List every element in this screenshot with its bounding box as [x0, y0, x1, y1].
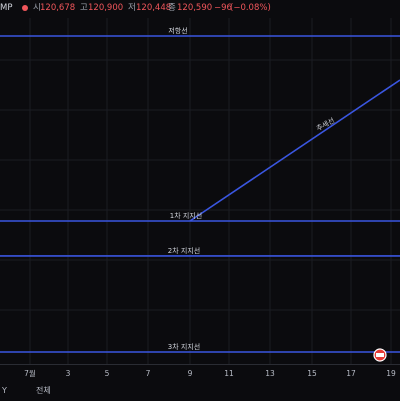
- close-label: 종: [168, 3, 176, 13]
- symbol-label[interactable]: MP: [0, 3, 13, 13]
- x-tick-label: 7: [146, 369, 151, 378]
- open-label: 시: [33, 3, 41, 13]
- x-tick-label: 17: [346, 369, 356, 378]
- x-axis: [0, 364, 400, 401]
- level-lines: [0, 35, 400, 353]
- chart-grid: [0, 18, 400, 364]
- status-dot-icon: [22, 5, 28, 11]
- level-label-support3: 3차 지지선: [168, 342, 200, 351]
- change-percent: (−0.08%): [230, 3, 271, 13]
- bottom-toolbar: Y 전체: [0, 382, 400, 400]
- x-tick-label: 9: [188, 369, 193, 378]
- x-axis-ticks: 7월 3 5 7 9 11 13 15 17 19: [24, 368, 396, 378]
- open-value: 120,678: [40, 3, 76, 13]
- range-button[interactable]: Y: [2, 386, 7, 395]
- x-tick-label: 13: [265, 369, 275, 378]
- low-label: 저: [128, 3, 136, 13]
- range-all-button[interactable]: 전체: [36, 386, 51, 395]
- change-value: −96: [214, 3, 232, 13]
- level-label-support2: 2차 지지선: [168, 246, 200, 255]
- flag-marker-stripe: [376, 353, 384, 357]
- x-tick-label: 19: [386, 369, 396, 378]
- trendline: [189, 79, 400, 222]
- low-value: 120,448: [136, 3, 172, 13]
- ohlc-legend: MP 시 120,678 고 120,900 저 120,448 종 120,5…: [0, 0, 400, 16]
- high-value: 120,900: [88, 3, 124, 13]
- x-tick-label: 5: [105, 369, 110, 378]
- level-label-support1: 1차 지지선: [170, 211, 202, 220]
- level-label-resistance: 저항선: [168, 26, 187, 35]
- x-tick-label: 11: [224, 369, 234, 378]
- last-price-marker: [373, 348, 387, 362]
- close-value: 120,590: [177, 3, 213, 13]
- x-tick-label: 3: [66, 369, 71, 378]
- high-label: 고: [80, 3, 88, 13]
- x-tick-label: 15: [307, 369, 317, 378]
- x-tick-label: 7월: [24, 368, 36, 378]
